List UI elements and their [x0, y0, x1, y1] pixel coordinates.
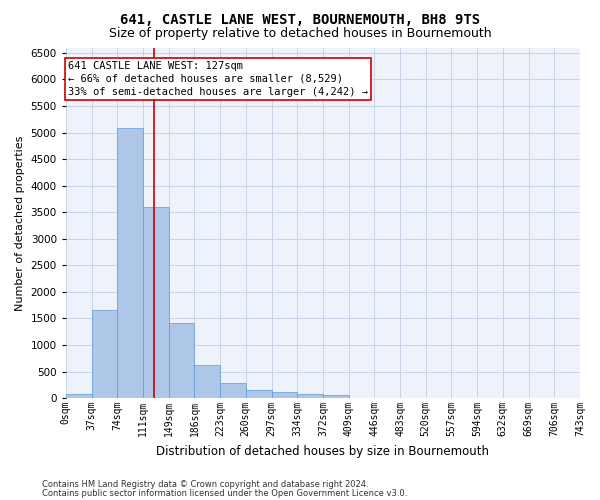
Text: Size of property relative to detached houses in Bournemouth: Size of property relative to detached ho…: [109, 28, 491, 40]
Bar: [143, 207, 169, 398]
Y-axis label: Number of detached properties: Number of detached properties: [15, 135, 25, 310]
Bar: [271, 392, 297, 398]
Text: 641, CASTLE LANE WEST, BOURNEMOUTH, BH8 9TS: 641, CASTLE LANE WEST, BOURNEMOUTH, BH8 …: [120, 12, 480, 26]
Bar: [169, 322, 194, 398]
Text: Contains HM Land Registry data © Crown copyright and database right 2024.: Contains HM Land Registry data © Crown c…: [42, 480, 368, 489]
Bar: [297, 394, 323, 398]
Bar: [66, 394, 92, 398]
Text: Contains public sector information licensed under the Open Government Licence v3: Contains public sector information licen…: [42, 488, 407, 498]
Bar: [323, 395, 349, 398]
X-axis label: Distribution of detached houses by size in Bournemouth: Distribution of detached houses by size …: [157, 444, 490, 458]
Bar: [220, 382, 246, 398]
Text: 641 CASTLE LANE WEST: 127sqm
← 66% of detached houses are smaller (8,529)
33% of: 641 CASTLE LANE WEST: 127sqm ← 66% of de…: [68, 61, 368, 97]
Bar: [194, 365, 220, 398]
Bar: [246, 390, 271, 398]
Bar: [92, 310, 117, 398]
Bar: [117, 128, 143, 398]
